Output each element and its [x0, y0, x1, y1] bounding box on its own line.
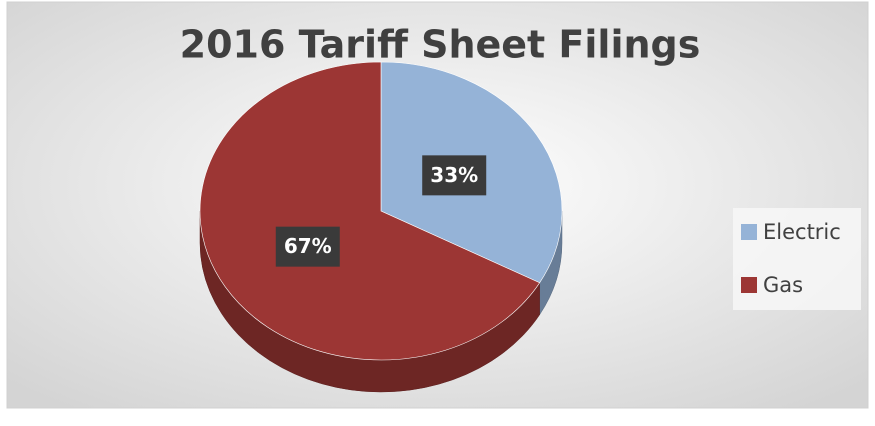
chart-title: 2016 Tariff Sheet Filings	[180, 23, 701, 67]
data-label: 67%	[284, 234, 332, 258]
legend-swatch	[741, 277, 757, 293]
slice-top	[199, 61, 541, 361]
legend-label: Gas	[763, 273, 803, 297]
slice	[199, 61, 541, 393]
legend-swatch	[741, 224, 757, 240]
legend-label: Electric	[763, 220, 841, 244]
data-label-box	[422, 155, 487, 196]
data-label: 33%	[430, 163, 478, 187]
data-label-box	[275, 226, 340, 267]
